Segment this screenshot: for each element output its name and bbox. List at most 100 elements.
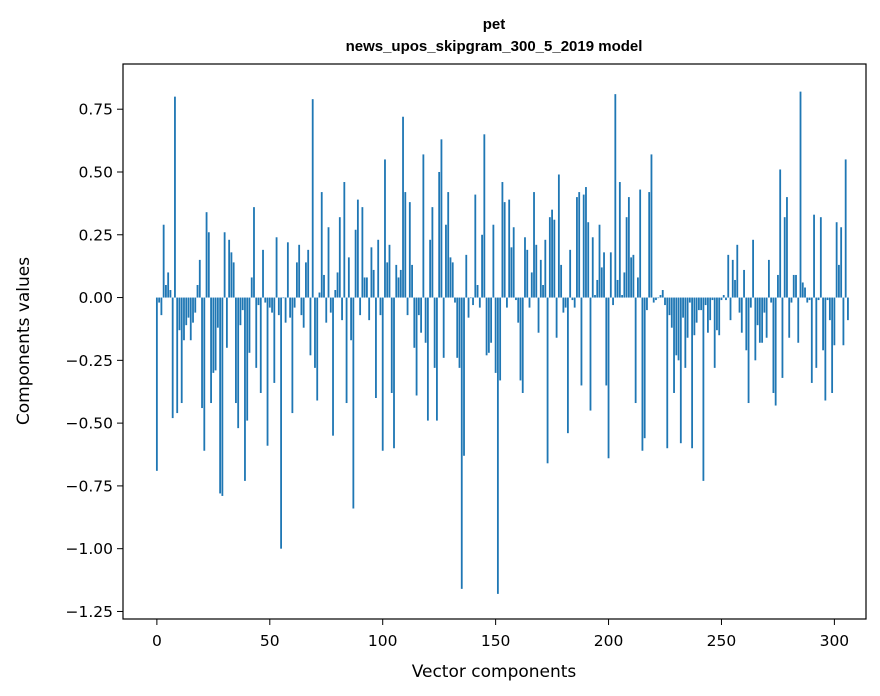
bar <box>225 297 228 348</box>
bar <box>230 252 233 298</box>
bar <box>214 297 217 371</box>
bar <box>582 194 585 298</box>
bar <box>840 227 843 298</box>
bar <box>822 297 824 351</box>
bar <box>792 274 795 298</box>
bar <box>684 297 687 368</box>
bar <box>618 182 621 298</box>
bar <box>160 297 163 316</box>
bar <box>679 297 682 444</box>
bar <box>659 295 662 298</box>
bar <box>668 297 671 316</box>
y-tick-label: −1.00 <box>66 540 114 558</box>
bar <box>381 297 384 451</box>
y-tick-label: 0.00 <box>78 289 113 307</box>
bar <box>652 297 655 303</box>
bar <box>756 297 759 326</box>
bar <box>165 285 167 298</box>
y-tick-label: −0.75 <box>66 477 114 495</box>
bar <box>551 209 553 298</box>
bar <box>203 297 206 451</box>
bar <box>359 297 362 316</box>
bar <box>404 192 407 298</box>
bar <box>440 139 443 298</box>
chart-title: pet <box>483 16 506 33</box>
bar <box>271 297 273 313</box>
bar <box>228 239 231 298</box>
bar <box>670 297 673 328</box>
x-tick-label: 200 <box>594 632 624 650</box>
bar <box>612 297 614 306</box>
bar <box>815 297 818 368</box>
bar <box>512 227 515 298</box>
bar <box>386 262 389 298</box>
bar <box>688 297 691 303</box>
bar <box>210 297 212 404</box>
bar <box>311 99 314 298</box>
bar <box>598 224 601 298</box>
bar <box>305 262 307 298</box>
bar <box>637 277 639 298</box>
bar <box>221 297 224 496</box>
bar <box>591 237 594 298</box>
y-tick-label: −0.25 <box>66 352 114 370</box>
bar <box>314 297 316 368</box>
bar <box>275 237 278 298</box>
bar <box>384 159 386 298</box>
bar <box>743 269 745 298</box>
bar <box>298 244 301 298</box>
bar <box>361 207 364 298</box>
bar <box>262 249 264 298</box>
bar <box>469 297 472 299</box>
bar <box>546 297 549 464</box>
bar <box>253 207 255 298</box>
bar <box>677 297 680 361</box>
x-tick-label: 300 <box>820 632 850 650</box>
bar <box>781 297 784 378</box>
bar <box>232 262 235 298</box>
bar <box>487 297 490 353</box>
bar <box>155 297 158 471</box>
bar <box>779 169 782 298</box>
bar <box>718 297 721 336</box>
y-axis: −1.25 −1.00 −0.75 −0.50 −0.25 0.00 0.25 0.50 0.7… <box>66 101 123 621</box>
x-tick-label: 50 <box>260 632 280 650</box>
bar <box>223 232 226 298</box>
bar <box>268 297 271 308</box>
bar <box>284 297 287 323</box>
bar <box>205 212 208 298</box>
bar <box>537 297 540 333</box>
bar <box>176 297 179 414</box>
x-axis-label: Vector components <box>412 662 577 682</box>
bar <box>749 297 752 308</box>
bar <box>415 297 418 396</box>
bar <box>519 297 522 381</box>
bar <box>517 297 520 323</box>
bar <box>377 239 380 298</box>
bar <box>675 297 678 356</box>
bar <box>643 297 646 439</box>
bar <box>237 297 240 429</box>
bar <box>625 217 628 298</box>
bar <box>544 239 547 298</box>
bar <box>187 297 190 318</box>
bar <box>639 189 642 298</box>
bar <box>406 297 409 316</box>
plot-frame <box>122 63 867 620</box>
bar <box>745 297 748 351</box>
bar <box>650 154 653 298</box>
bar <box>716 297 718 331</box>
bar <box>192 297 194 323</box>
bar <box>819 217 822 298</box>
bar <box>235 297 237 404</box>
bar <box>607 297 610 459</box>
bar <box>250 277 253 298</box>
bar <box>824 297 827 401</box>
bar <box>442 297 445 358</box>
bar <box>528 297 531 308</box>
bar <box>576 197 578 298</box>
bar <box>456 297 459 358</box>
bar <box>402 116 404 298</box>
bar <box>343 182 346 298</box>
